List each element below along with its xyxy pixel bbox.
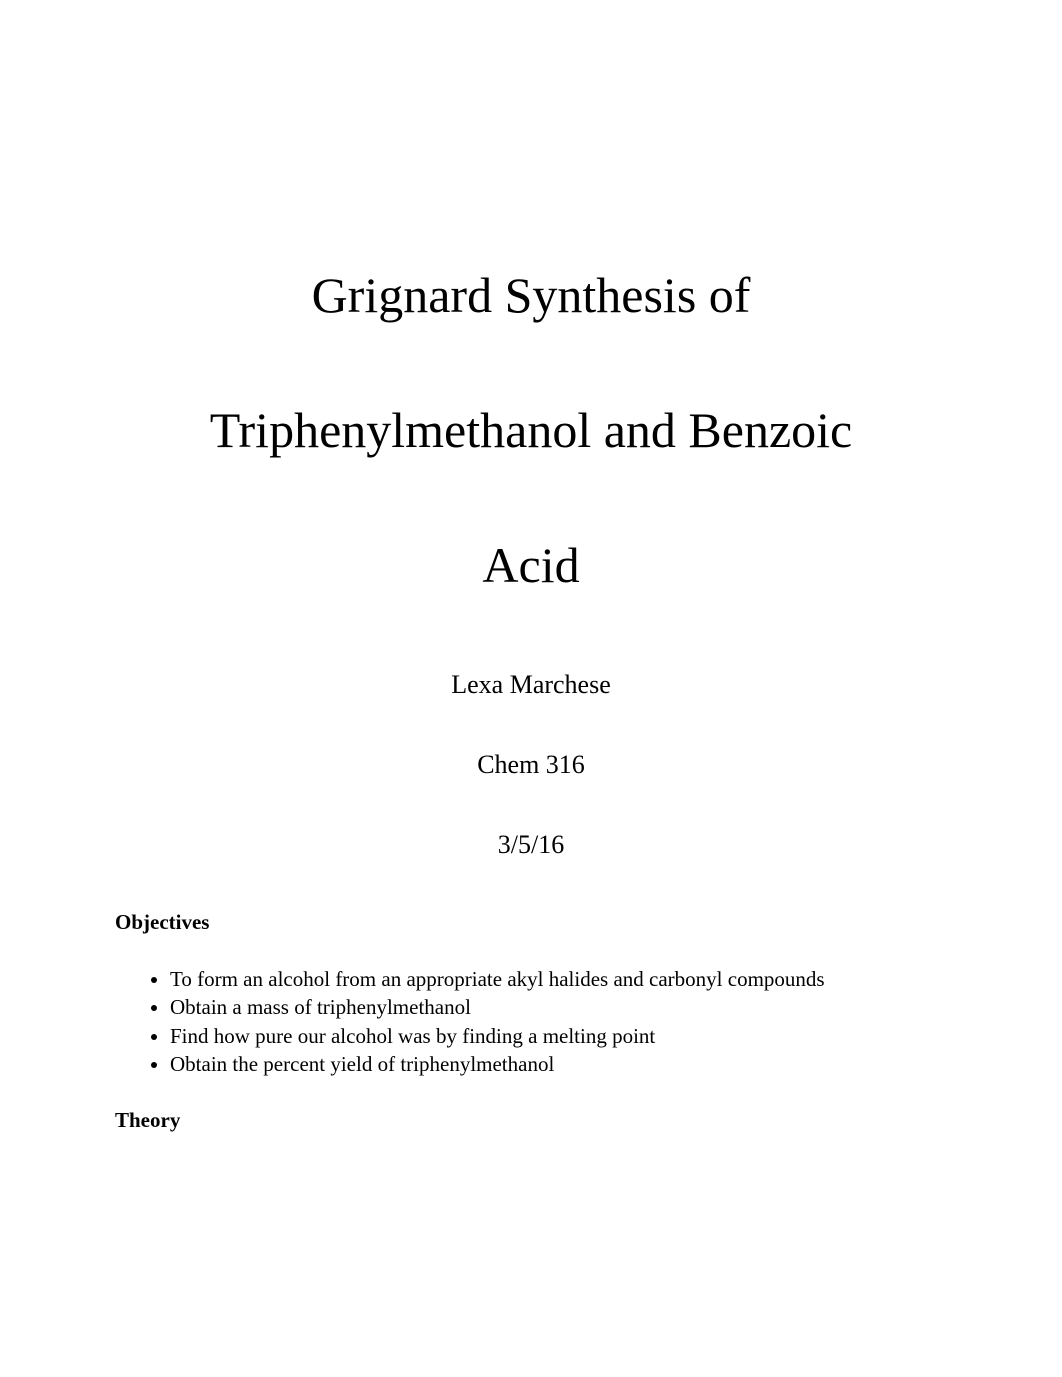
- document-date: 3/5/16: [115, 830, 947, 860]
- objectives-heading: Objectives: [115, 910, 947, 935]
- author-name: Lexa Marchese: [115, 670, 947, 700]
- theory-heading: Theory: [115, 1108, 947, 1133]
- list-item: Obtain a mass of triphenylmethanol: [170, 993, 947, 1021]
- list-item: Find how pure our alcohol was by finding…: [170, 1022, 947, 1050]
- list-item: To form an alcohol from an appropriate a…: [170, 965, 947, 993]
- document-meta: Lexa Marchese Chem 316 3/5/16: [115, 670, 947, 860]
- title-line-1: Grignard Synthesis of: [115, 265, 947, 325]
- objectives-list: To form an alcohol from an appropriate a…: [115, 965, 947, 1078]
- document-title: Grignard Synthesis of Triphenylmethanol …: [115, 265, 947, 595]
- title-line-3: Acid: [115, 535, 947, 595]
- course-code: Chem 316: [115, 750, 947, 780]
- list-item: Obtain the percent yield of triphenylmet…: [170, 1050, 947, 1078]
- title-line-2: Triphenylmethanol and Benzoic: [115, 400, 947, 460]
